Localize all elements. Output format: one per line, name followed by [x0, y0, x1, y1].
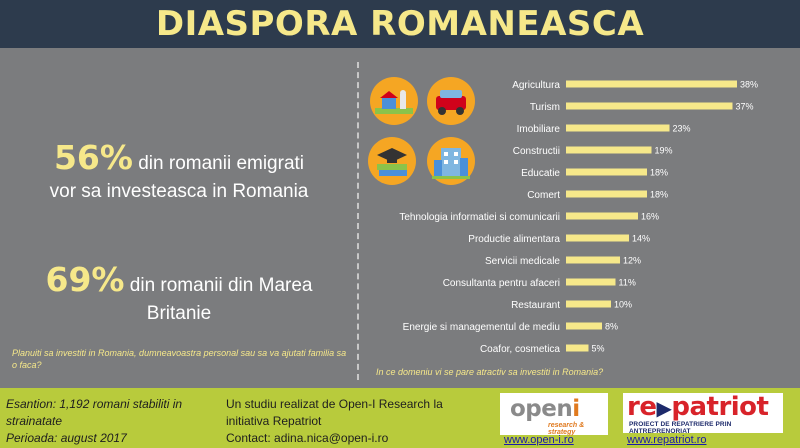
value-label: 10%: [614, 300, 632, 310]
stat-value: 56%: [53, 138, 133, 177]
bar: [566, 146, 652, 154]
stat-text-line1: din romanii emigrati: [138, 153, 305, 174]
page-title: DIASPORA ROMANEASCA: [155, 4, 645, 44]
openi-logo-tagline: research & strategy: [548, 422, 585, 436]
left-question: Planuiti sa investiti in Romania, dumnea…: [12, 348, 347, 370]
repatriot-logo-patriot: patriot: [671, 392, 769, 422]
bar: [566, 300, 611, 308]
value-label: 16%: [641, 212, 659, 222]
category-label: Educatie: [521, 168, 560, 179]
category-label: Energie si managementul de mediu: [403, 322, 560, 333]
repatriot-logo-tagline: PROIECT DE REPATRIERE PRIN ANTREPRENORIA…: [629, 421, 732, 435]
repatriot-link[interactable]: www.repatriot.ro: [627, 434, 707, 446]
investment-domain-chart: Agricultura 38% Turism 37% Imobiliare 23% Cons…: [399, 80, 758, 356]
bar: [566, 322, 602, 330]
value-label: 12%: [623, 256, 641, 266]
value-label: 37%: [736, 102, 754, 112]
value-label: 23%: [673, 124, 691, 134]
bar: [566, 190, 647, 198]
contact-info: Contact: adina.nica@open-i.ro: [226, 431, 389, 445]
value-label: 11%: [619, 278, 636, 288]
category-label: Imobiliare: [517, 124, 561, 135]
bar: [566, 80, 737, 88]
openi-logo-i: i: [572, 396, 580, 422]
openi-link[interactable]: www.open-i.ro: [504, 434, 574, 446]
value-label: 19%: [655, 146, 673, 156]
stat-text-line2: Britanie: [146, 303, 212, 324]
category-label: Consultanta pentru afaceri: [443, 278, 560, 289]
value-label: 5%: [592, 344, 605, 354]
category-label: Agricultura: [512, 80, 560, 91]
period-info: Perioada: august 2017: [6, 431, 127, 445]
bar: [566, 212, 638, 220]
bar: [566, 344, 589, 352]
building-icon: [426, 136, 476, 186]
bar: [566, 168, 647, 176]
openi-logo: openi research & strategy: [500, 393, 608, 436]
category-label: Tehnologia informatiei si comunicarii: [399, 212, 560, 223]
stat-invest-uk: 69% din romanii din Marea Britanie: [14, 263, 344, 328]
category-label: Productie alimentara: [468, 234, 560, 245]
bar: [566, 256, 620, 264]
bar: [566, 124, 670, 132]
value-label: 18%: [650, 190, 668, 200]
bar: [566, 278, 616, 286]
car-icon: [426, 76, 476, 126]
education-icon: [367, 136, 417, 186]
stat-text-line2: vor sa investeasca in Romania: [49, 181, 309, 202]
panel-divider: [357, 62, 359, 380]
chart-question: In ce domeniu vi se pare atractiv sa inv…: [376, 367, 604, 377]
farm-icon: [369, 76, 419, 126]
category-label: Constructii: [513, 146, 560, 157]
stat-text-line1: din romanii din Marea: [129, 275, 313, 296]
study-info: Un studiu realizat de Open-I Research la…: [226, 397, 443, 428]
category-label: Restaurant: [511, 300, 560, 311]
category-label: Coafor, cosmetica: [480, 344, 560, 355]
category-label: Servicii medicale: [485, 256, 560, 267]
bar: [566, 102, 733, 110]
category-label: Turism: [530, 102, 560, 113]
value-label: 8%: [605, 322, 618, 332]
stat-invest-emigrants: 56% din romanii emigrati vor sa investea…: [14, 141, 344, 206]
stat-value: 69%: [45, 260, 125, 299]
repatriot-logo: re▶patriot PROIECT DE REPATRIERE PRIN AN…: [623, 392, 783, 435]
header-bar: [0, 0, 800, 48]
play-arrow-icon: ▶: [656, 396, 672, 420]
value-label: 38%: [740, 80, 758, 90]
category-label: Comert: [527, 190, 560, 201]
bar: [566, 234, 629, 242]
sample-info: Esantion: 1,192 romani stabiliti in stra…: [6, 397, 183, 428]
value-label: 18%: [650, 168, 668, 178]
openi-logo-text: open: [510, 396, 573, 422]
repatriot-logo-re: re: [627, 392, 657, 422]
value-label: 14%: [632, 234, 650, 244]
